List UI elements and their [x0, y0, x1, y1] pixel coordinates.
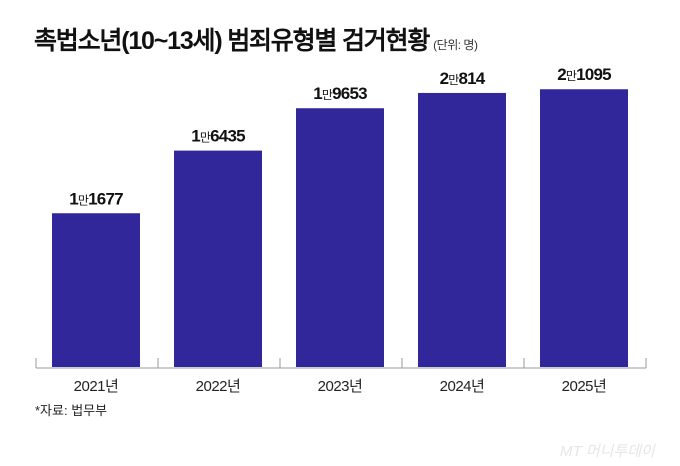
- bar-2021년: [52, 213, 140, 367]
- x-tick-label: 2025년: [562, 378, 607, 395]
- data-label: 1만6435: [191, 127, 245, 146]
- watermark-logo: MT 머니투데이: [560, 443, 655, 460]
- x-tick-label: 2023년: [318, 378, 363, 395]
- data-label: 2만814: [440, 69, 486, 88]
- title-text: 촉법소년(10~13세) 범죄유형별 검거현황: [34, 27, 430, 55]
- bar-2022년: [174, 150, 262, 367]
- data-label: 1만1677: [69, 189, 123, 208]
- bar-2023년: [296, 108, 384, 367]
- unit-label: (단위: 명): [433, 38, 478, 52]
- data-label: 1만9653: [313, 84, 367, 103]
- x-tick-label: 2021년: [74, 378, 119, 395]
- source-note: *자료: 법무부: [35, 403, 108, 418]
- bar-2025년: [540, 89, 628, 367]
- x-tick-label: 2022년: [196, 378, 241, 395]
- x-tick-label: 2024년: [440, 378, 485, 395]
- chart-title: 촉법소년(10~13세) 범죄유형별 검거현황 (단위: 명): [34, 21, 478, 57]
- data-label: 2만1095: [557, 65, 611, 84]
- bar-2024년: [418, 92, 506, 367]
